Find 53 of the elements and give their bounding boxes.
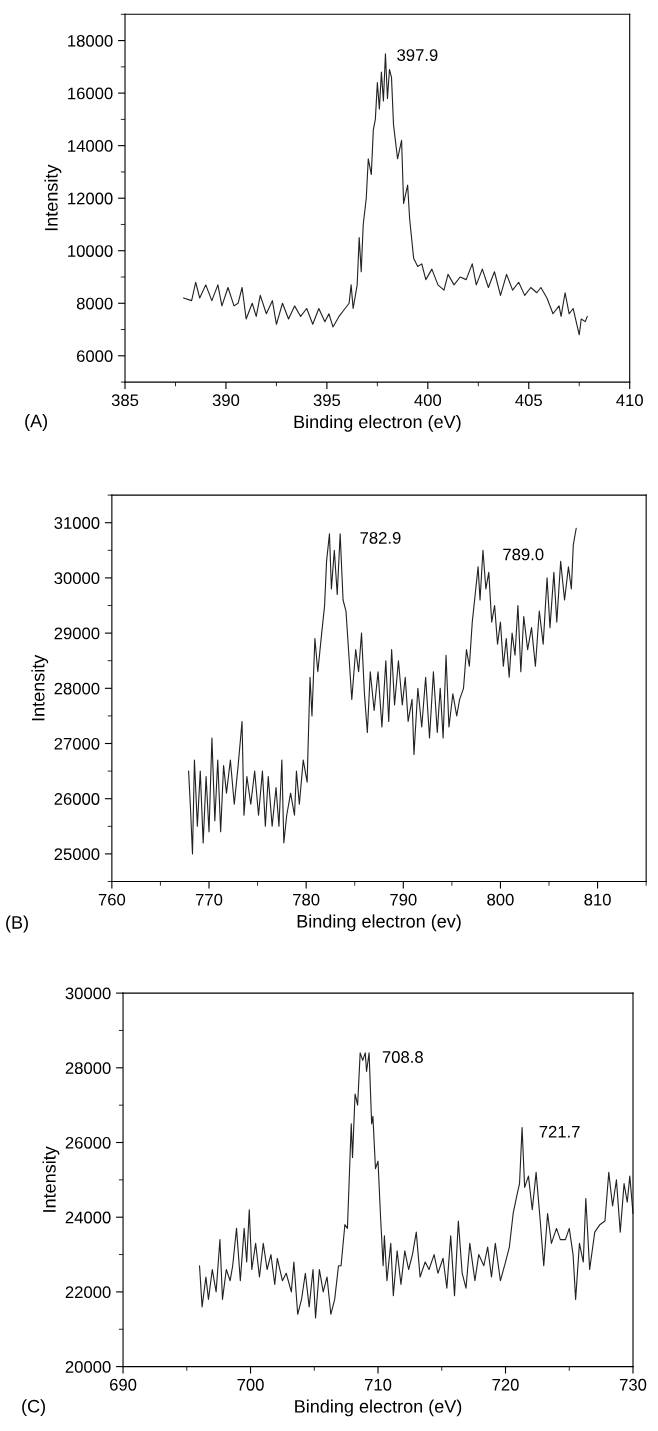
y-tick-label: 14000 — [68, 140, 113, 152]
annotation: 782.9 — [360, 531, 401, 544]
y-axis-title: Intensity — [42, 1146, 60, 1212]
x-tick-label: 390 — [212, 394, 240, 407]
y-tick-label: 27000 — [54, 737, 100, 750]
annotation: 397.9 — [397, 49, 438, 61]
y-tick-label: 24000 — [65, 1211, 111, 1224]
y-tick-label: 12000 — [68, 192, 113, 205]
x-tick-label: 810 — [584, 893, 611, 906]
x-axis-title: Binding electron (eV) — [294, 414, 461, 432]
x-tick-label: 710 — [364, 1378, 392, 1391]
line-series — [188, 527, 577, 855]
annotation: 708.8 — [382, 1051, 423, 1063]
x-tick-label: 400 — [414, 394, 442, 407]
y-tick-label: 28000 — [65, 1062, 111, 1075]
x-tick-label: 720 — [492, 1378, 519, 1391]
x-tick-label: 395 — [313, 394, 341, 407]
x-axis-title: Binding electron (eV) — [295, 1399, 462, 1417]
x-tick-label: 760 — [98, 893, 126, 906]
y-axis-title: Intensity — [44, 164, 62, 231]
y-tick-label: 20000 — [65, 1361, 111, 1373]
x-tick-label: 405 — [515, 394, 542, 407]
y-tick-label: 31000 — [54, 517, 100, 529]
x-tick-label: 780 — [293, 893, 320, 906]
y-tick-label: 30000 — [65, 987, 111, 1000]
y-tick-label: 16000 — [68, 87, 113, 100]
x-tick-label: 700 — [237, 1378, 264, 1391]
y-tick-label: 30000 — [54, 572, 100, 585]
x-tick-label: 410 — [616, 394, 643, 407]
x-tick-label: 770 — [195, 893, 223, 906]
y-tick-label: 18000 — [68, 34, 113, 47]
text: (A) — [25, 414, 48, 431]
annotation: 721.7 — [539, 1125, 580, 1138]
annotation: 789.0 — [503, 548, 544, 561]
x-tick-label: 690 — [109, 1378, 137, 1391]
y-tick-label: 6000 — [76, 350, 113, 363]
y-tick-label: 25000 — [54, 848, 100, 861]
text: (B) — [6, 915, 28, 933]
y-tick-label: 26000 — [65, 1136, 111, 1149]
x-tick-label: 730 — [619, 1378, 647, 1391]
y-tick-label: 28000 — [54, 682, 100, 695]
x-tick-label: 385 — [111, 394, 139, 407]
y-tick-label: 22000 — [65, 1286, 111, 1299]
y-tick-label: 8000 — [76, 297, 113, 310]
y-tick-label: 26000 — [54, 793, 100, 805]
x-tick-label: 790 — [390, 893, 417, 906]
x-axis-title: Binding electron (ev) — [297, 914, 461, 932]
line-series — [198, 1052, 634, 1319]
y-axis-title: Intensity — [31, 654, 49, 721]
x-tick-label: 800 — [487, 893, 514, 906]
y-tick-label: 10000 — [68, 245, 113, 257]
text: (C) — [22, 1399, 45, 1417]
y-tick-label: 29000 — [54, 627, 100, 640]
